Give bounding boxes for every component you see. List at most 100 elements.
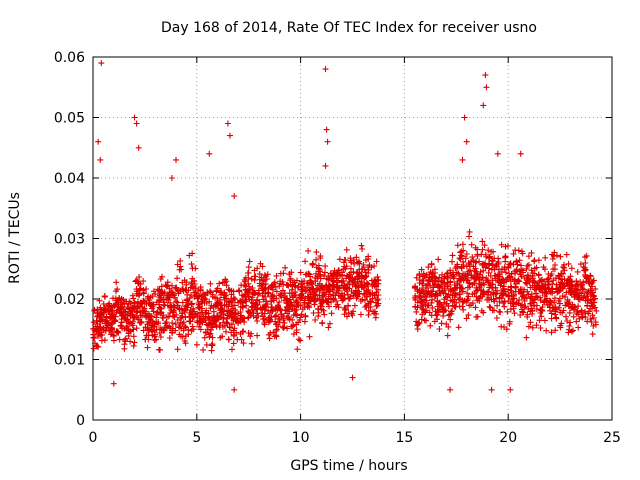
data-point [593,307,600,314]
x-tick-label: 15 [395,430,413,446]
data-point [326,288,333,295]
data-point [199,319,206,326]
data-point [216,280,223,287]
data-point [552,262,558,268]
data-point [433,312,440,319]
data-point [151,323,158,330]
data-point [355,274,362,280]
data-point [567,319,574,326]
data-point [320,292,327,299]
data-point [344,291,351,298]
data-point [302,258,309,265]
data-point [501,288,508,295]
data-point [189,315,196,322]
data-point [372,282,379,289]
data-point [559,309,566,316]
data-point [122,316,129,323]
data-point [488,386,495,393]
data-point [503,326,510,333]
data-point [241,319,248,326]
data-point [189,323,196,330]
data-point [434,298,441,305]
data-point [588,299,595,306]
data-point [346,285,353,292]
data-point [480,291,487,298]
data-point [317,255,324,262]
data-point [341,256,348,263]
data-point [531,270,538,277]
x-tick-label: 20 [499,430,517,446]
data-point [459,253,465,260]
data-point [592,319,599,326]
data-point [587,272,594,279]
data-point [589,303,596,310]
data-point [322,66,329,73]
data-point [501,303,508,310]
data-point [476,258,483,265]
y-tick-label: 0.03 [54,232,85,248]
data-point [435,256,442,263]
data-point [201,334,208,341]
data-point [208,347,215,354]
data-point [419,280,426,287]
data-point [506,293,513,300]
data-point [505,298,512,305]
data-point [428,261,435,268]
data-point [298,291,305,298]
data-point [444,279,451,286]
data-point [536,317,543,324]
data-point [273,321,280,328]
data-point [219,324,226,330]
data-point [225,298,232,305]
data-point [159,314,166,321]
data-point [415,319,422,326]
data-point [357,298,364,304]
data-point [561,264,568,271]
data-point [252,290,259,297]
data-point [173,284,180,291]
data-point [252,304,259,311]
data-point [267,330,274,336]
data-point [225,336,232,343]
data-point [261,310,268,317]
data-point [273,312,280,319]
data-point [190,326,197,333]
data-point [111,313,118,320]
data-point [95,138,102,145]
data-point [227,132,233,139]
data-point [249,294,256,301]
data-point [588,281,595,287]
data-point [188,292,194,299]
data-point [174,346,181,353]
data-point [548,329,555,336]
data-point [456,289,463,296]
data-point [139,312,146,319]
data-point [96,297,103,304]
data-point [479,238,486,245]
data-point [568,305,574,312]
data-point [118,323,124,330]
data-point [476,276,483,283]
data-point [308,279,315,286]
data-point [515,277,522,284]
data-point [556,288,563,295]
data-point [579,314,586,321]
data-point [542,284,549,291]
data-point [100,301,107,307]
data-point [193,341,200,348]
data-point [552,306,559,313]
data-point [549,256,556,262]
data-point [582,266,589,273]
data-point [289,323,296,330]
data-point [312,291,319,298]
data-point [576,315,583,322]
data-point [247,333,254,340]
data-point [521,294,527,301]
data-point [254,318,261,324]
data-point [465,260,472,266]
data-point [304,303,311,310]
data-point [150,288,157,295]
data-point [427,322,434,329]
data-point [418,316,425,323]
data-point [361,297,368,304]
